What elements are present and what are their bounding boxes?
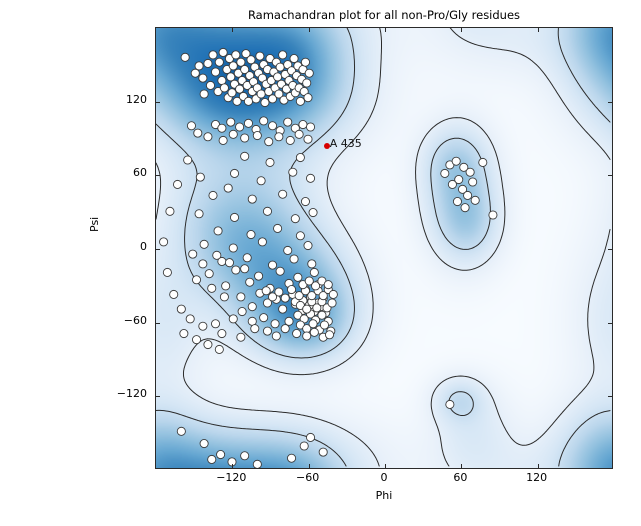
x-tick-label: 120 xyxy=(526,471,548,484)
y-tick-right xyxy=(608,322,612,324)
x-tick xyxy=(385,464,386,468)
x-tick-label: −120 xyxy=(216,471,247,484)
x-tick-top xyxy=(461,28,463,32)
y-tick-right xyxy=(608,249,612,250)
y-tick-right xyxy=(608,175,612,177)
y-tick-label: 0 xyxy=(140,240,147,253)
annotation-marker xyxy=(323,143,330,150)
y-tick xyxy=(156,249,160,250)
x-tick-top xyxy=(385,28,386,32)
x-tick xyxy=(461,464,463,468)
x-axis-label: Phi xyxy=(375,489,393,502)
y-tick-label: −60 xyxy=(123,313,147,327)
y-tick-right xyxy=(608,101,612,103)
y-tick xyxy=(156,101,160,103)
y-tick xyxy=(156,175,160,177)
x-tick xyxy=(537,464,539,468)
annotation-label: A 435 xyxy=(329,137,362,151)
y-axis-label-container: Psi xyxy=(88,0,110,442)
plot-axes xyxy=(155,27,613,469)
x-tick xyxy=(308,464,310,468)
x-tick-top xyxy=(232,28,234,32)
y-axis-label: Psi xyxy=(88,216,101,232)
x-tick-top xyxy=(537,28,539,32)
y-tick-right xyxy=(608,396,612,398)
x-tick-top xyxy=(308,28,310,32)
x-tick-label: 60 xyxy=(453,471,468,484)
y-tick xyxy=(156,322,160,324)
y-tick xyxy=(156,396,160,398)
x-tick xyxy=(232,464,234,468)
y-tick-label: 60 xyxy=(133,166,147,180)
y-tick-label: 120 xyxy=(126,92,147,106)
page-title: Ramachandran plot for all non-Pro/Gly re… xyxy=(247,8,521,22)
x-tick-label: 0 xyxy=(380,471,388,484)
y-tick-label: −120 xyxy=(116,387,147,401)
density-heatmap xyxy=(156,28,612,468)
x-tick-label: −60 xyxy=(296,471,320,484)
